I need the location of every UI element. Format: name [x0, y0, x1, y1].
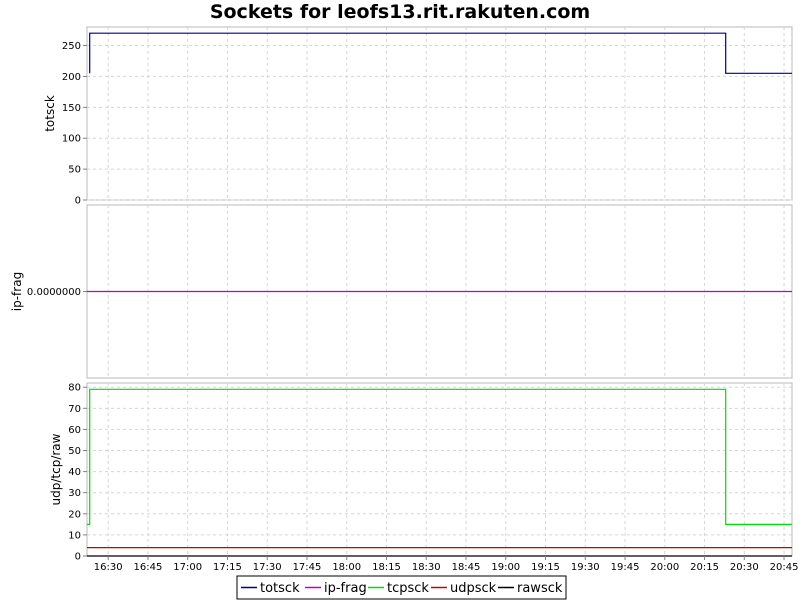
x-tick-label: 18:15: [372, 562, 401, 573]
legend-label-ip-frag: ip-frag: [324, 581, 367, 596]
y-tick-label-3: 0: [75, 552, 81, 563]
series-line-tcpsck: [87, 388, 792, 526]
x-tick-label: 17:15: [213, 562, 242, 573]
y-tick-label-1: 100: [62, 134, 81, 145]
y-axis-label-3: udp/tcp/raw: [49, 433, 63, 505]
x-tick-label: 20:15: [690, 562, 719, 573]
y-tick-label-3: 80: [68, 383, 81, 394]
x-tick-label: 19:00: [491, 562, 520, 573]
x-tick-label: 18:00: [332, 562, 361, 573]
x-tick-label: 20:45: [770, 562, 799, 573]
y-tick-label-1: 0: [75, 196, 81, 207]
legend-label-tcpsck: tcpsck: [387, 581, 429, 596]
plot-area-3: [86, 382, 793, 557]
y-tick-label-2: 0.0000000: [27, 287, 81, 298]
legend-box: [236, 575, 567, 600]
y-tick-label-3: 70: [68, 404, 81, 415]
x-tick-label: 19:15: [531, 562, 560, 573]
x-tick-label: 18:45: [452, 562, 481, 573]
y-tick-label-3: 50: [68, 446, 81, 457]
legend-label-totsck: totsck: [260, 581, 300, 596]
y-axis-label-2: ip-frag: [10, 272, 24, 311]
chart-title: Sockets for leofs13.rit.rakuten.com: [210, 1, 590, 23]
x-tick-label: 17:00: [173, 562, 202, 573]
y-tick-label-3: 40: [68, 467, 81, 478]
legend-label-udpsck: udpsck: [450, 581, 497, 596]
y-tick-label-3: 10: [68, 530, 81, 541]
x-tick-label: 17:45: [293, 562, 322, 573]
y-tick-label-1: 150: [62, 103, 81, 114]
x-tick-label: 20:30: [730, 562, 759, 573]
series-line-totsck: [89, 32, 792, 74]
y-tick-label-1: 200: [62, 72, 81, 83]
x-tick-label: 20:00: [650, 562, 679, 573]
y-tick-label-1: 250: [62, 41, 81, 52]
y-tick-label-3: 20: [68, 509, 81, 520]
x-tick-label: 18:30: [412, 562, 441, 573]
y-axis-label-1: totsck: [43, 95, 57, 132]
plot-area-1: [86, 26, 793, 201]
y-tick-label-3: 60: [68, 425, 81, 436]
x-tick-label: 19:45: [611, 562, 640, 573]
x-tick-label: 16:30: [94, 562, 123, 573]
x-tick-label: 17:30: [253, 562, 282, 573]
y-tick-label-1: 50: [68, 165, 81, 176]
x-tick-label: 16:45: [134, 562, 163, 573]
legend-label-rawsck: rawsck: [517, 581, 563, 596]
y-tick-label-3: 30: [68, 488, 81, 499]
x-tick-label: 19:30: [571, 562, 600, 573]
